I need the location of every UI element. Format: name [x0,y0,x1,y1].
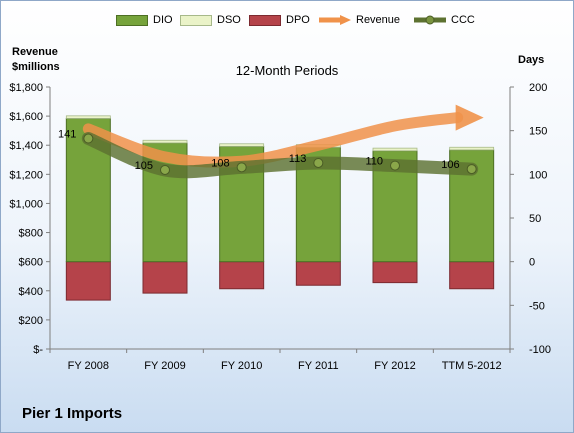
ccc-point [236,162,247,173]
dpo-bar [372,261,418,284]
ccc-line [81,132,479,179]
revenue-arrowhead [455,104,484,131]
left-tick-label: $800 [19,228,43,240]
legend-swatch-dio [116,14,148,26]
ccc-point [313,157,324,168]
left-tick-label: $1,000 [9,198,43,210]
x-tick-label: TTM 5-2012 [442,360,502,372]
legend-item-dpo: DPO [249,10,310,30]
legend: DIO DSO DPO Revenue CCC [0,10,574,30]
right-tick-label: 0 [529,257,535,269]
right-tick-label: -100 [529,344,551,356]
x-tick-label: FY 2010 [221,360,262,372]
chart-title: 12-Month Periods [235,63,339,78]
legend-swatch-revenue [319,15,351,25]
dso-bar [449,146,495,151]
dso-bar [372,147,418,152]
right-tick-label: 150 [529,126,547,138]
dpo-bar [142,261,188,294]
dpo-bar [295,261,341,286]
x-tick-label: FY 2011 [298,360,339,372]
right-tick-label: 200 [529,82,547,94]
left-tick-label: $600 [19,257,43,269]
ccc-point [83,133,94,144]
legend-item-dio: DIO [116,10,173,30]
legend-label-dio: DIO [153,14,173,26]
ccc-data-label: 106 [441,159,459,171]
right-tick-label: 100 [529,169,547,181]
revenue-line [82,112,464,168]
right-tick-label: 50 [529,213,541,225]
x-tick-label: FY 2008 [68,360,109,372]
legend-swatch-ccc [414,15,446,25]
legend-label-dpo: DPO [286,14,310,26]
ccc-data-label: 113 [289,153,307,165]
x-tick-label: FY 2012 [374,360,415,372]
dpo-bar [219,261,265,290]
ccc-data-label: 110 [365,156,383,168]
right-tick-label: -50 [529,300,545,312]
left-tick-label: $1,200 [9,169,43,181]
ccc-data-label: 105 [135,160,153,172]
legend-item-revenue: Revenue [318,10,400,30]
left-tick-label: $200 [19,315,43,327]
dso-bar [65,115,111,119]
dpo-bar [449,261,495,290]
legend-label-revenue: Revenue [356,14,401,26]
dpo-bar [65,261,111,301]
legend-swatch-dso [180,14,212,26]
ccc-data-label: 108 [211,157,229,169]
legend-label-ccc: CCC [451,14,475,26]
left-tick-label: $400 [19,286,43,298]
ccc-data-label: 141 [58,129,76,141]
legend-swatch-dpo [249,14,281,26]
dso-bar [219,143,265,147]
ccc-point [466,164,477,175]
ccc-point [160,164,170,175]
x-tick-label: FY 2009 [144,360,185,372]
left-tick-label: $1,800 [9,82,43,94]
ccc-point [390,160,400,171]
company-name: Pier 1 Imports [22,405,123,422]
dso-bar [142,139,188,144]
left-axis-title: Revenue $millions [12,46,60,73]
legend-item-ccc: CCC [413,10,475,30]
right-axis-title: Days [518,54,545,66]
legend-item-dso: DSO [180,10,241,30]
legend-label-dso: DSO [217,14,241,26]
left-tick-label: $1,400 [9,140,43,152]
left-tick-label: $- [33,344,43,356]
left-tick-label: $1,600 [9,111,43,123]
